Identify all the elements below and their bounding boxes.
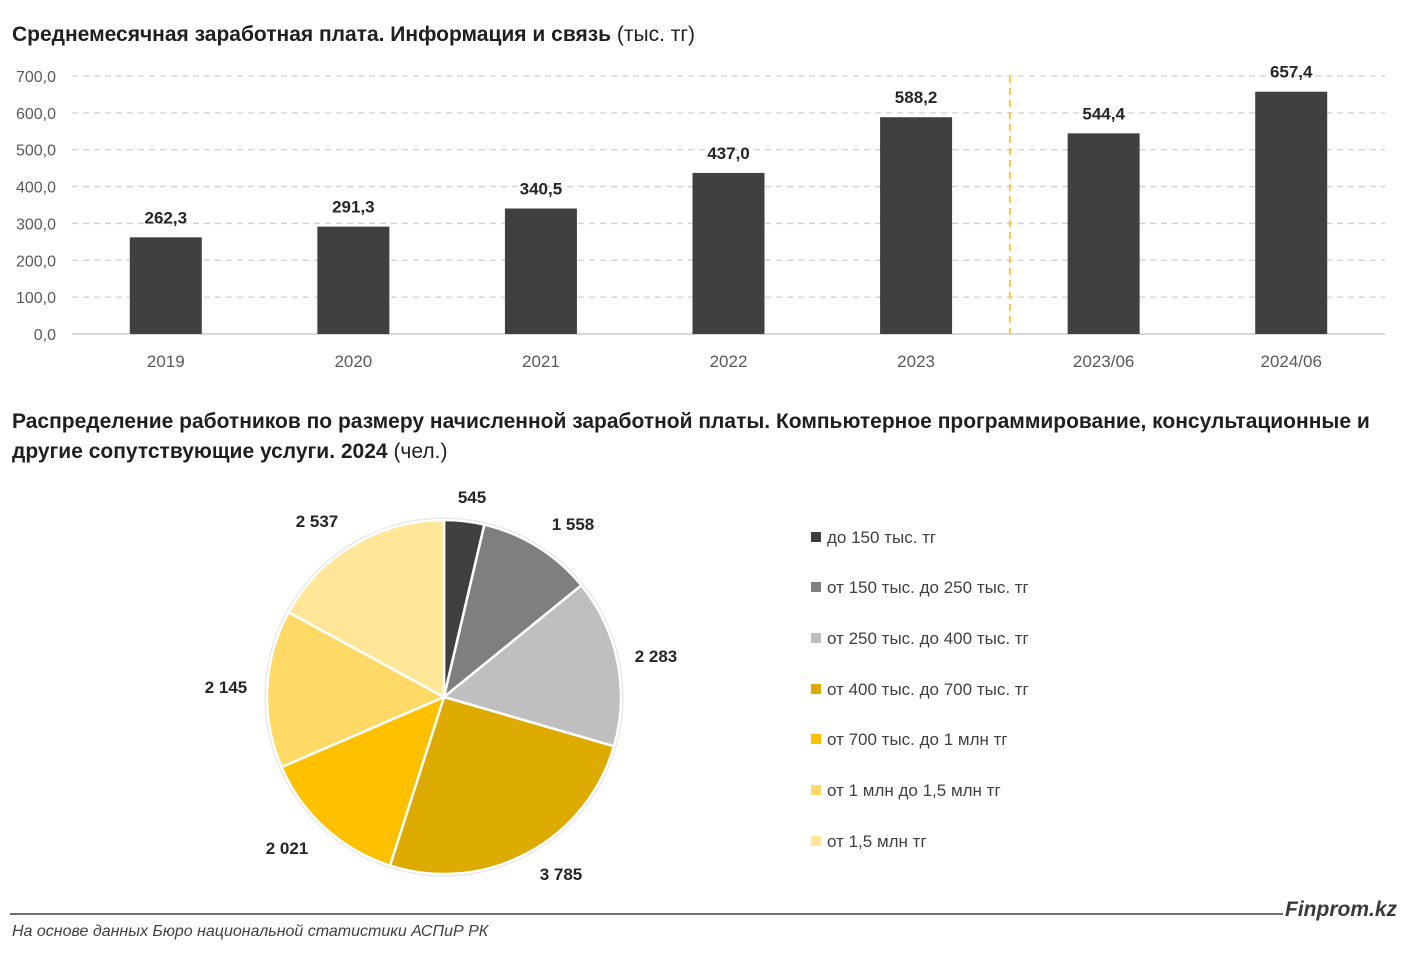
y-tick-label: 500,0 [16, 143, 56, 160]
bar-2023-06 [1067, 133, 1140, 334]
x-tick-label: 2024/06 [1260, 352, 1321, 371]
bar-value-label: 588,2 [895, 88, 938, 107]
legend-item: от 1,5 млн тг [811, 832, 927, 852]
y-tick-label: 600,0 [16, 106, 56, 123]
y-tick-label: 700,0 [16, 69, 56, 86]
legend-label: от 1,5 млн тг [827, 832, 927, 851]
x-tick-label: 2019 [147, 352, 185, 371]
pie-value-label: 3 785 [540, 865, 583, 884]
pie-chart-title-main: Распределение работников по размеру начи… [12, 410, 1370, 463]
legend-label: от 250 тыс. до 400 тыс. тг [827, 629, 1029, 648]
pie-slice-3 [441, 583, 623, 748]
legend-swatch [811, 532, 821, 542]
bar-2019 [129, 237, 202, 334]
pie-value-label: 1 558 [552, 515, 595, 534]
legend-label: до 150 тыс. тг [827, 528, 937, 547]
pie-value-label: 2 145 [205, 678, 248, 697]
legend-label: от 150 тыс. до 250 тыс. тг [827, 578, 1029, 597]
bar-2024-06 [1255, 91, 1328, 334]
legend-label: от 400 тыс. до 700 тыс. тг [827, 680, 1029, 699]
legend-swatch [811, 836, 821, 846]
bar-value-label: 657,4 [1270, 63, 1313, 82]
footer-divider [10, 913, 1283, 915]
legend-swatch [811, 582, 821, 592]
brand-logo-text: Finprom.kz [1285, 898, 1398, 921]
x-tick-label: 2023 [897, 352, 935, 371]
pie-slice-1 [442, 518, 486, 698]
legend-swatch [811, 684, 821, 694]
y-tick-label: 300,0 [16, 216, 56, 233]
bar-value-label: 262,3 [145, 208, 188, 227]
pie-value-label: 545 [458, 488, 486, 507]
y-tick-label: 200,0 [16, 253, 56, 270]
bar-2023 [880, 117, 953, 334]
bar-chart-title-main: Среднемесячная заработная плата. Информа… [12, 23, 612, 46]
y-tick-label: 0,0 [34, 327, 56, 344]
x-tick-label: 2021 [522, 352, 560, 371]
pie-slice-4 [388, 695, 616, 876]
legend-item: от 1 млн до 1,5 млн тг [811, 781, 1001, 801]
pie-chart-title-unit: (чел.) [393, 440, 448, 463]
bar-chart-title: Среднемесячная заработная плата. Информа… [12, 20, 695, 50]
legend-swatch [811, 734, 821, 744]
bar-value-label: 340,5 [520, 180, 563, 199]
pie-value-label: 2 537 [296, 512, 339, 531]
legend-item: от 400 тыс. до 700 тыс. тг [811, 680, 1029, 700]
bar-2022 [692, 172, 765, 334]
legend-item: от 150 тыс. до 250 тыс. тг [811, 578, 1029, 598]
legend-item: от 250 тыс. до 400 тыс. тг [811, 629, 1029, 649]
x-tick-label: 2022 [710, 352, 748, 371]
legend-item: от 700 тыс. до 1 млн тг [811, 730, 1008, 750]
bar-chart-title-unit: (тыс. тг) [616, 23, 696, 46]
x-tick-label: 2023/06 [1073, 352, 1134, 371]
bar-2021 [504, 208, 577, 334]
bar-chart: 0,0 100,0 200,0 300,0 400,0 500,0 600,0 700,0 26… [16, 63, 1385, 371]
pie-value-label: 2 021 [266, 839, 309, 858]
legend-swatch [811, 633, 821, 643]
bar-value-label: 291,3 [332, 198, 375, 217]
legend-swatch [811, 785, 821, 795]
source-note: На основе данных Бюро национальной стати… [12, 923, 489, 940]
pie-value-label: 2 283 [635, 647, 678, 666]
y-tick-label: 400,0 [16, 180, 56, 197]
legend-label: от 1 млн до 1,5 млн тг [827, 781, 1001, 800]
pie-slice-7 [286, 518, 446, 700]
y-tick-label: 100,0 [16, 290, 56, 307]
pie-outline [264, 517, 624, 877]
bar-value-label: 544,4 [1082, 104, 1125, 123]
x-tick-label: 2020 [334, 352, 372, 371]
pie-slice-6 [265, 610, 447, 769]
legend-label: от 700 тыс. до 1 млн тг [827, 730, 1008, 749]
bar-value-label: 437,0 [707, 144, 750, 163]
bar-2020 [317, 226, 390, 334]
pie-slice-2 [441, 523, 584, 701]
pie-chart-title: Распределение работников по размеру начи… [12, 407, 1392, 467]
legend-item: до 150 тыс. тг [811, 528, 936, 548]
pie-slice-5 [279, 694, 447, 868]
